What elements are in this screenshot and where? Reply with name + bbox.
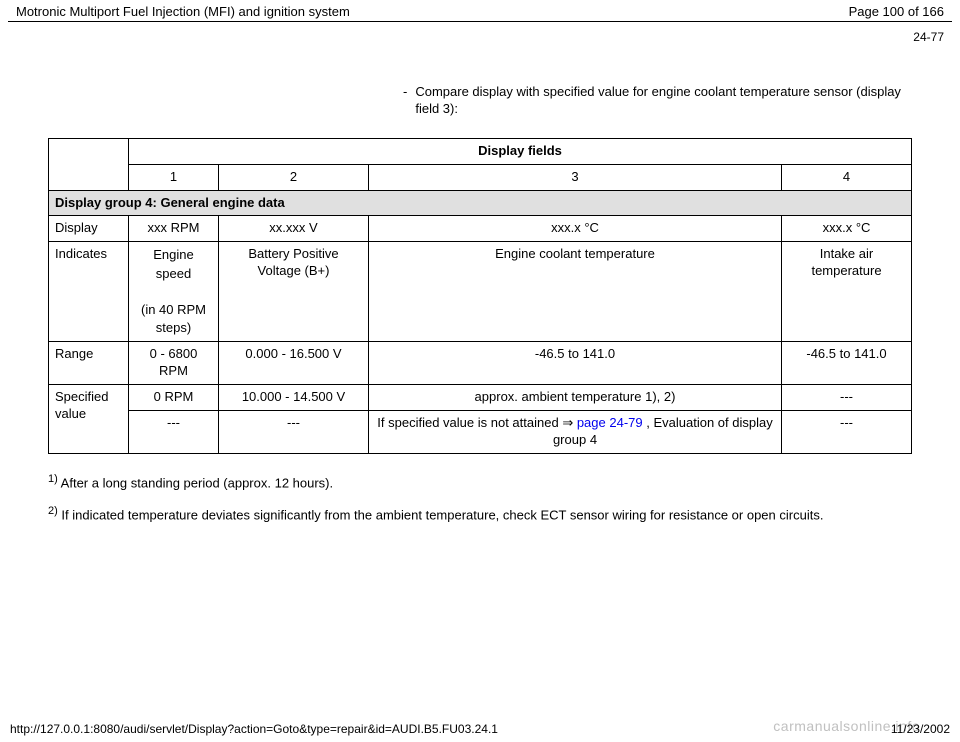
indicates-c1: Engine speed (in 40 RPM steps): [129, 242, 219, 342]
footnote-1: 1) After a long standing period (approx.…: [48, 472, 912, 493]
indicates-c1-line1: Engine speed: [153, 247, 193, 280]
instruction-bullet: - Compare display with specified value f…: [403, 84, 912, 118]
spec2-c3-pre: If specified value is not attained: [377, 415, 562, 430]
indicates-c2: Battery Positive Voltage (B+): [219, 242, 369, 342]
row-label-range: Range: [49, 342, 129, 385]
spec-c3: approx. ambient temperature 1), 2): [369, 385, 782, 411]
bullet-dash: -: [403, 84, 407, 118]
range-c3: -46.5 to 141.0: [369, 342, 782, 385]
table-row: Display xxx RPM xx.xxx V xxx.x °C xxx.x …: [49, 216, 912, 242]
fn1-num: 1): [48, 473, 58, 485]
page-header: Motronic Multiport Fuel Injection (MFI) …: [8, 0, 952, 22]
col-num-1: 1: [129, 164, 219, 190]
table-row: --- --- If specified value is not attain…: [49, 410, 912, 453]
header-page-of: Page 100 of 166: [849, 4, 944, 19]
display-fields-table: Display fields 1 2 3 4 Display group 4: …: [48, 138, 912, 454]
indicates-c1-line2: (in 40 RPM steps): [141, 302, 206, 335]
footer-date: 11/23/2002: [891, 722, 950, 736]
display-fields-header: Display fields: [129, 138, 912, 164]
spec2-c2: ---: [219, 410, 369, 453]
spec-c1: 0 RPM: [129, 385, 219, 411]
row-label-display: Display: [49, 216, 129, 242]
content-area: - Compare display with specified value f…: [0, 44, 960, 525]
page-footer: http://127.0.0.1:8080/audi/servlet/Displ…: [0, 722, 960, 736]
row-label-spec: Specified value: [49, 385, 129, 454]
range-c2: 0.000 - 16.500 V: [219, 342, 369, 385]
spec-c2: 10.000 - 14.500 V: [219, 385, 369, 411]
col-num-2: 2: [219, 164, 369, 190]
page-link[interactable]: page 24-79: [573, 415, 642, 430]
header-title: Motronic Multiport Fuel Injection (MFI) …: [16, 4, 350, 19]
display-c4: xxx.x °C: [782, 216, 912, 242]
corner-cell: [49, 138, 129, 190]
display-c3: xxx.x °C: [369, 216, 782, 242]
row-label-indicates: Indicates: [49, 242, 129, 342]
arrow-icon: ⇒: [562, 415, 573, 430]
bullet-text: Compare display with specified value for…: [415, 84, 912, 118]
col-num-3: 3: [369, 164, 782, 190]
fn2-num: 2): [48, 505, 58, 517]
table-row: Specified value 0 RPM 10.000 - 14.500 V …: [49, 385, 912, 411]
spec2-c1: ---: [129, 410, 219, 453]
spec-c4: ---: [782, 385, 912, 411]
col-num-4: 4: [782, 164, 912, 190]
fn2-text: If indicated temperature deviates signif…: [58, 508, 824, 523]
display-c1: xxx RPM: [129, 216, 219, 242]
group-header: Display group 4: General engine data: [49, 190, 912, 216]
fn1-text: After a long standing period (approx. 12…: [58, 475, 333, 490]
footnotes: 1) After a long standing period (approx.…: [48, 472, 912, 525]
display-c2: xx.xxx V: [219, 216, 369, 242]
spec2-c3: If specified value is not attained ⇒ pag…: [369, 410, 782, 453]
footnote-2: 2) If indicated temperature deviates sig…: [48, 504, 912, 525]
footer-url: http://127.0.0.1:8080/audi/servlet/Displ…: [10, 722, 498, 736]
table-row: Indicates Engine speed (in 40 RPM steps)…: [49, 242, 912, 342]
spec2-c4: ---: [782, 410, 912, 453]
table-row: Range 0 - 6800 RPM 0.000 - 16.500 V -46.…: [49, 342, 912, 385]
indicates-c3: Engine coolant temperature: [369, 242, 782, 342]
indicates-c4: Intake air temperature: [782, 242, 912, 342]
range-c1: 0 - 6800 RPM: [129, 342, 219, 385]
range-c4: -46.5 to 141.0: [782, 342, 912, 385]
page-ref: 24-77: [0, 22, 960, 44]
